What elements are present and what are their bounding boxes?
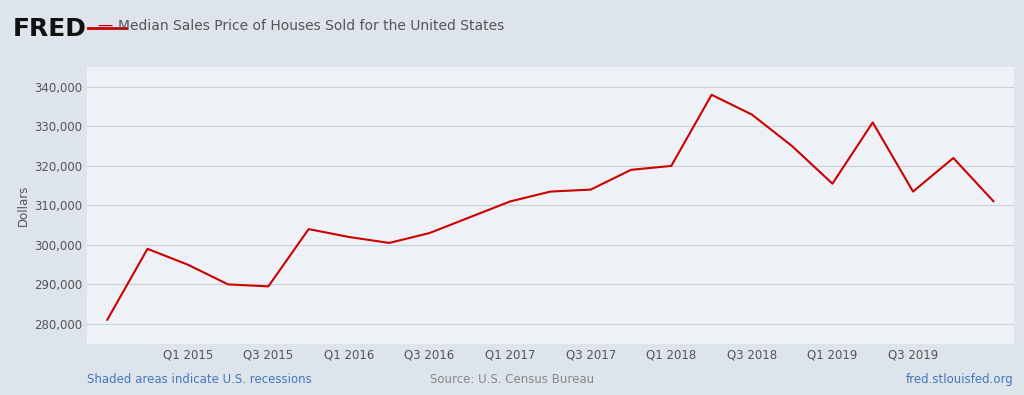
Text: fred.stlouisfed.org: fred.stlouisfed.org <box>906 373 1014 386</box>
Y-axis label: Dollars: Dollars <box>16 185 30 226</box>
Text: Shaded areas indicate U.S. recessions: Shaded areas indicate U.S. recessions <box>87 373 311 386</box>
Text: Median Sales Price of Houses Sold for the United States: Median Sales Price of Houses Sold for th… <box>118 19 504 33</box>
Text: FRED: FRED <box>12 17 86 41</box>
Text: —: — <box>97 18 113 33</box>
Text: Source: U.S. Census Bureau: Source: U.S. Census Bureau <box>430 373 594 386</box>
